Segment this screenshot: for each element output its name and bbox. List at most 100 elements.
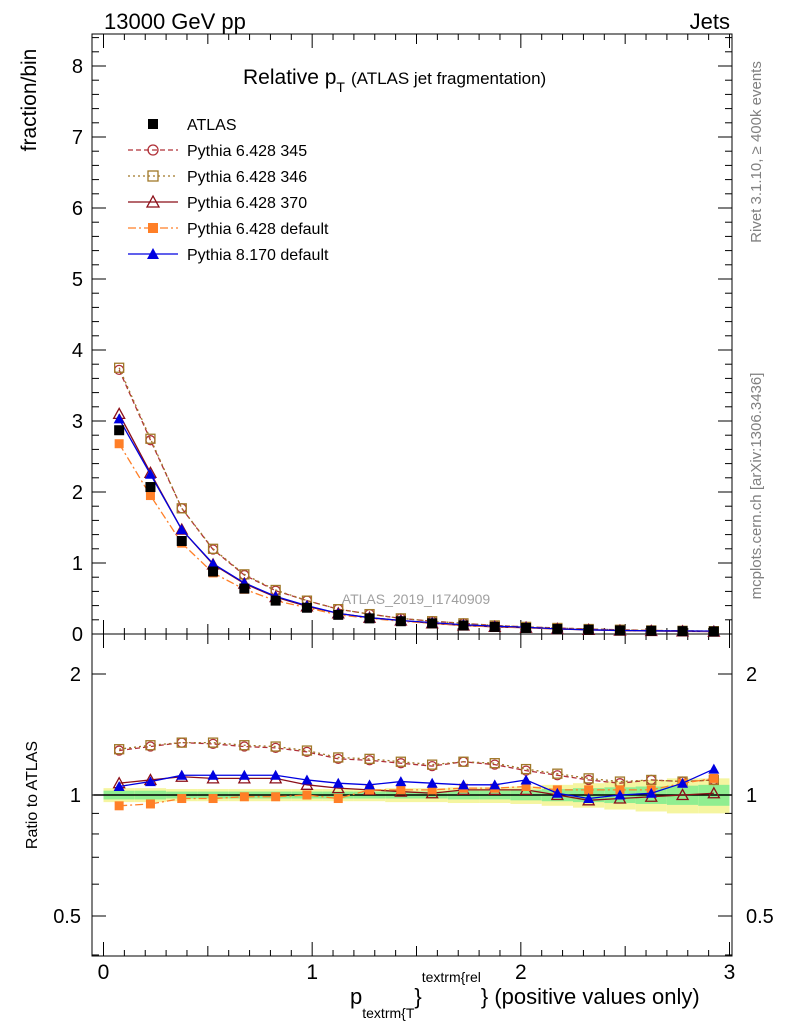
data-point [114,362,125,373]
legend: ATLAS Pythia 6.428 345 Pythia 6.428 346 Pyt… [128,117,329,264]
ratio-point [489,758,500,769]
plot-title: Relative pT (ATLAS jet fragmentation) [243,66,546,95]
ratio-point [457,779,469,790]
ratio-point [270,741,281,752]
legend-entry: Pythia 6.428 346 [128,169,307,186]
ratio-series-pythia-6-428-345 [114,737,719,789]
ratio-point [176,737,187,748]
ratio-line [119,776,714,801]
analysis-watermark: ATLAS_2019_I1740909 [342,591,491,607]
data-point [114,425,125,436]
ratio-point [239,792,249,802]
ratio-y-tick-label: 2 [70,664,81,686]
ratio-y-tick-label-right: 1 [746,785,757,807]
x-tick-label: 1 [306,961,318,984]
header-jets-label: Jets [690,9,730,34]
data-point [614,625,625,636]
ratio-y-tick-label-right: 2 [746,664,757,686]
data-point [145,482,156,493]
ratio-y-tick-label-right: 0.5 [746,906,774,928]
legend-label: ATLAS [187,117,237,134]
legend-label: Pythia 8.170 default [187,247,329,264]
ratio-point [458,756,469,767]
legend-label: Pythia 6.428 default [187,221,329,238]
xlabel-sup: textrm{rel [422,969,481,985]
ratio-point [238,769,250,780]
ratio-y-tick-label: 0.5 [53,906,81,928]
ratio-point [176,769,188,780]
legend-marker [148,223,158,233]
ratio-point [583,773,594,784]
title-sub: T [336,79,345,95]
legend-marker [147,144,159,156]
ratio-point [645,787,657,798]
data-point [176,503,187,514]
ratio-point [302,790,312,800]
xlabel: ptextrm{T}textrm{rel} (positive values o… [350,969,700,1021]
ratio-point [364,779,376,790]
data-point [427,618,438,629]
ratio-point [584,785,594,795]
ratio-series-pythia-8-170-default [113,763,720,804]
ratio-point [270,769,282,780]
ratio-point [177,794,187,804]
legend-marker [145,194,161,208]
upper-y-tick-label: 1 [72,553,83,575]
ratio-point [551,787,563,798]
ratio-point [677,777,689,788]
data-point [207,558,219,569]
x-tick-label: 0 [98,961,110,984]
data-point [176,524,188,535]
ratio-point [145,740,156,751]
ratio-point [395,756,407,767]
data-point [270,595,281,606]
ratio-point [427,785,437,795]
data-point [113,413,125,424]
upper-y-tick-label: 7 [72,127,83,149]
data-point [333,609,344,620]
ratio-point [614,789,626,800]
xlabel-p: p [350,984,362,1009]
ratio-point [583,793,595,804]
data-point [677,626,688,637]
legend-label: Pythia 6.428 346 [187,169,307,186]
ratio-series-pythia-6-428-346 [114,737,719,787]
header-energy-label: 13000 GeV pp [104,9,246,34]
legend-entry: Pythia 6.428 default [128,221,329,238]
data-point [207,543,219,554]
upper-y-tick-label: 3 [72,411,83,433]
data-point [176,535,187,546]
data-point [489,621,500,632]
data-point [145,491,155,501]
data-point [364,613,375,624]
data-point [114,439,124,449]
ratio-point [646,774,657,786]
legend-entry: Pythia 6.428 345 [128,143,307,160]
ratio-point [239,740,250,751]
upper-y-tick-label: 4 [72,340,83,362]
ratio-point [114,801,124,811]
legend-marker [147,170,159,182]
upper-y-tick-label: 2 [72,482,83,504]
ratio-line [119,768,715,800]
ratio-point [332,777,344,788]
upper-y-tick-label: 0 [72,624,83,646]
data-point [301,602,312,613]
series-line [118,443,714,633]
upper-y-tick-label: 6 [72,198,83,220]
data-point [552,624,563,635]
x-tick-label: 2 [515,961,527,984]
title-main: Relative p [243,66,336,89]
ratio-point [521,781,531,791]
ratio-point [396,785,406,795]
series-line [118,369,714,632]
ratio-point [520,763,532,775]
series-atlas [114,425,719,637]
data-point [521,622,532,633]
upper-y-tick-label: 5 [72,269,83,291]
upper-y-tick-label: 8 [72,56,83,78]
ratio-point [144,776,156,787]
ratio-point [709,773,719,783]
data-point [176,503,187,514]
